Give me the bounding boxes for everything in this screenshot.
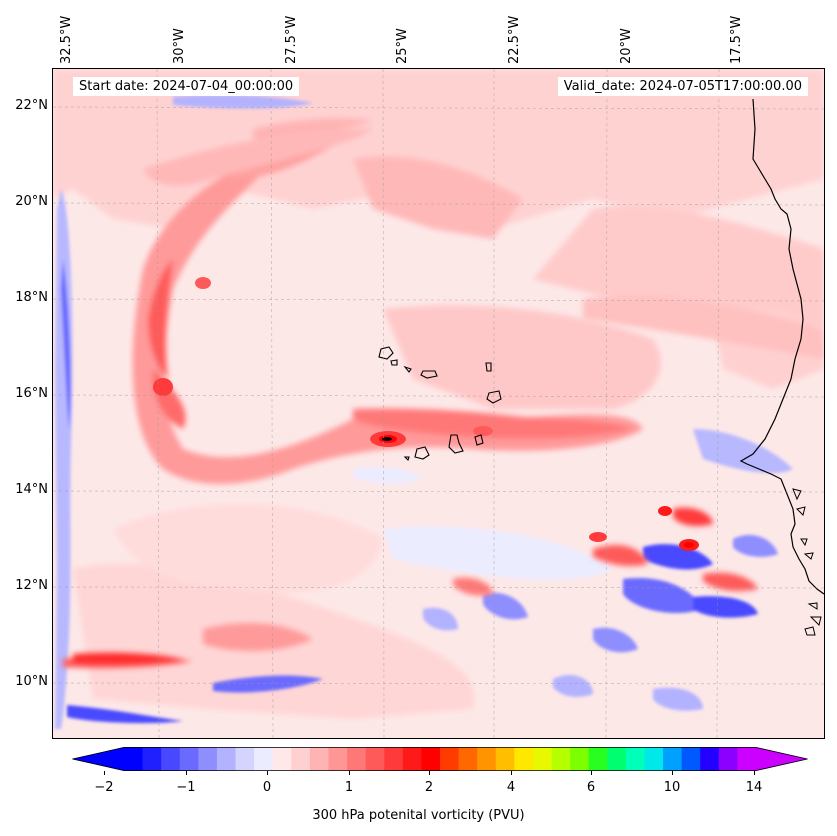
colorbar-tick-label: 2 [424,780,434,795]
pv-contours-positive [63,118,824,669]
longitude-label: 22.5°W [507,15,522,64]
colorbar-segment [365,747,385,771]
colorbar-tick-mark [349,771,350,775]
coastline-islets [792,488,822,636]
colorbar-segment [161,747,181,771]
colorbar-segment [495,747,515,771]
colorbar-segment [179,747,199,771]
colorbar-segment [551,747,571,771]
longitude-label: 32.5°W [59,15,74,64]
latitude-label: 12°N [15,578,48,593]
colorbar-segment [737,747,757,771]
latitude-label: 20°N [15,194,48,209]
colorbar-tick-mark [267,771,268,775]
pv-contours-weak [53,69,824,719]
longitude-labels: 32.5°W 30°W 27.5°W 25°W 22.5°W 20°W 17.5°W [0,0,837,66]
colorbar-segment [700,747,720,771]
colorbar-segment [440,747,460,771]
colorbar-segment [402,747,423,771]
colorbar-segment [272,747,292,771]
longitude-label: 30°W [172,28,187,64]
colorbar-tick-label: −2 [94,780,114,795]
valid-date-label: Valid_date: 2024-07-05T17:00:00.00 [557,77,808,96]
colorbar-tick-label: 10 [663,780,681,795]
colorbar-segment [328,747,348,771]
colorbar-segment [142,747,162,771]
longitude-label: 25°W [395,28,410,64]
colorbar-tick-label: 4 [506,780,516,795]
colorbar-segment [384,747,404,771]
pv-contour-map [53,69,824,738]
colorbar-tick-mark [104,771,105,775]
colorbar-segment [291,747,311,771]
colorbar-segment [347,747,367,771]
colorbar-segment [198,747,218,771]
colorbar [72,747,808,771]
colorbar-segment [607,747,627,771]
colorbar-tick-mark [591,771,592,775]
latitude-label: 22°N [15,98,48,113]
colorbar-outline [72,747,808,771]
colorbar-segment [718,747,739,771]
colorbar-segment [309,747,330,771]
colorbar-tick-mark [754,771,755,775]
colorbar-extend-min [72,747,124,771]
colorbar-tick-label: 6 [586,780,596,795]
latitude-label: 10°N [15,674,48,689]
colorbar-segment [235,747,255,771]
colorbar-segment [458,747,478,771]
colorbar-segment [588,747,608,771]
colorbar-segment [663,747,683,771]
colorbar-tick-mark [429,771,430,775]
colorbar-tick-label: 14 [745,780,763,795]
colorbar-tick-label: 0 [262,780,272,795]
colorbar-segment [254,747,274,771]
colorbar-segment [644,747,664,771]
colorbar-label: 300 hPa potenital vorticity (PVU) [312,808,525,823]
map-panel[interactable]: Start date: 2024-07-04_00:00:00 Valid_da… [52,68,825,739]
colorbar-segment [532,747,553,771]
colorbar-tick-mark [672,771,673,775]
colorbar-segment [625,747,646,771]
colorbar-segment [216,747,237,771]
colorbar-segment [570,747,590,771]
colorbar-segment [514,747,534,771]
longitude-label: 27.5°W [284,15,299,64]
pv-contours-negative [55,95,793,729]
pv-contours-cores [153,277,699,551]
colorbar-extend-max [756,747,808,771]
cape-verde-islands [378,346,502,462]
latitude-label: 14°N [15,482,48,497]
colorbar-segment [681,747,701,771]
colorbar-tick-label: −1 [176,780,196,795]
colorbar-segment [124,747,144,771]
colorbar-segment [477,747,497,771]
longitude-label: 20°W [619,28,634,64]
latitude-label: 18°N [15,290,48,305]
graticule [53,69,824,738]
latitude-label: 16°N [15,386,48,401]
colorbar-segment [421,747,441,771]
longitude-label: 17.5°W [729,15,744,64]
start-date-label: Start date: 2024-07-04_00:00:00 [73,77,300,96]
coastline-west-africa [739,98,824,595]
colorbar-tick-label: 1 [344,780,354,795]
colorbar-tick-mark [186,771,187,775]
colorbar-tick-mark [511,771,512,775]
